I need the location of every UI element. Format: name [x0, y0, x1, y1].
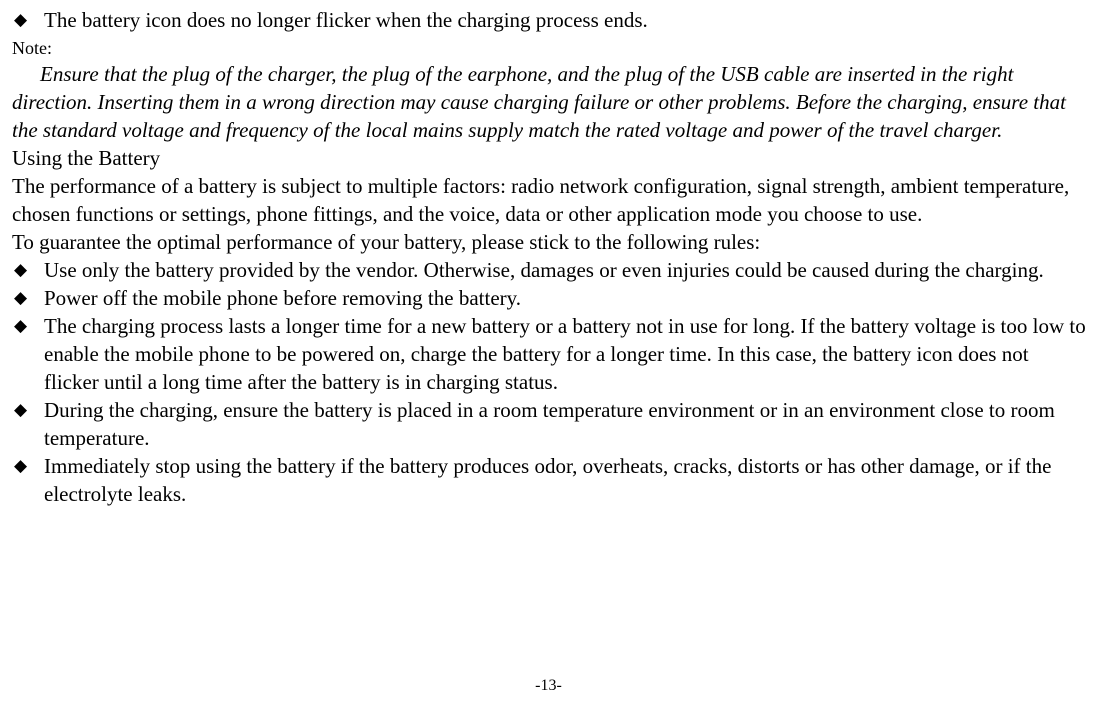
bullet-text: The battery icon does no longer flicker … — [44, 6, 1087, 34]
note-text: Ensure that the plug of the charger, the… — [12, 62, 1066, 142]
diamond-bullet-icon: ◆ — [10, 396, 44, 424]
diamond-bullet-icon: ◆ — [10, 256, 44, 284]
diamond-bullet-icon: ◆ — [10, 452, 44, 480]
bullet-item-top: ◆ The battery icon does no longer flicke… — [10, 6, 1087, 34]
page-number: -13- — [0, 677, 1097, 695]
bullet-text: Immediately stop using the battery if th… — [44, 452, 1087, 508]
bullet-text: During the charging, ensure the battery … — [44, 396, 1087, 452]
bullet-item-rule: ◆ During the charging, ensure the batter… — [10, 396, 1087, 452]
bullet-item-rule: ◆ Use only the battery provided by the v… — [10, 256, 1087, 284]
note-body: Ensure that the plug of the charger, the… — [10, 60, 1087, 144]
bullet-text: Use only the battery provided by the ven… — [44, 256, 1087, 284]
paragraph-2: To guarantee the optimal performance of … — [10, 228, 1087, 256]
bullet-item-rule: ◆ The charging process lasts a longer ti… — [10, 312, 1087, 396]
bullet-text: Power off the mobile phone before removi… — [44, 284, 1087, 312]
bullet-item-rule: ◆ Immediately stop using the battery if … — [10, 452, 1087, 508]
diamond-bullet-icon: ◆ — [10, 6, 44, 34]
bullet-item-rule: ◆ Power off the mobile phone before remo… — [10, 284, 1087, 312]
diamond-bullet-icon: ◆ — [10, 284, 44, 312]
note-label: Note: — [10, 36, 1087, 60]
document-page: ◆ The battery icon does no longer flicke… — [0, 0, 1097, 701]
section-heading: Using the Battery — [10, 144, 1087, 172]
diamond-bullet-icon: ◆ — [10, 312, 44, 340]
paragraph-1: The performance of a battery is subject … — [10, 172, 1087, 228]
bullet-text: The charging process lasts a longer time… — [44, 312, 1087, 396]
